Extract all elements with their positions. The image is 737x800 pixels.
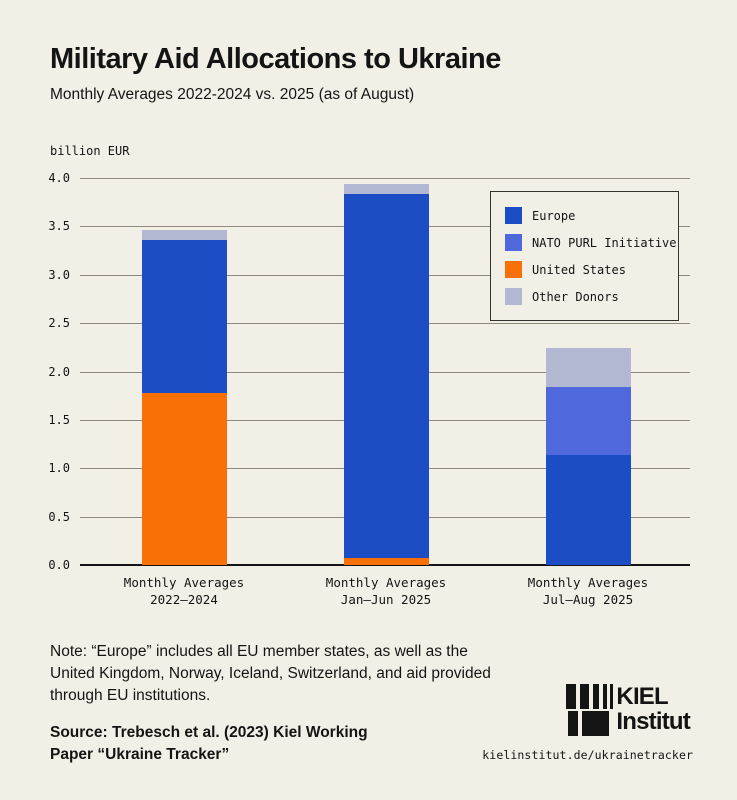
y-axis-tick: 3.5 (48, 219, 70, 234)
note-text: Note: “Europe” includes all EU member st… (50, 641, 491, 707)
y-axis-tick: 1.5 (48, 412, 70, 427)
legend-swatch (505, 207, 522, 224)
chart-plot-area (80, 178, 690, 566)
bar-segment-europe (545, 454, 631, 565)
bar-segment-other-donors (343, 183, 429, 194)
legend-label: Europe (532, 208, 576, 223)
bar-segment-other-donors (141, 230, 227, 240)
bar-segment-europe (343, 193, 429, 559)
x-axis-label-2: Monthly Averages Jan–Jun 2025 (325, 575, 447, 607)
y-axis-tick: 0.0 (48, 558, 70, 572)
bar-segment-nato-purl-initiative (545, 387, 631, 455)
legend-label: Other Donors (532, 289, 619, 304)
y-axis-tick: 3.0 (48, 267, 70, 282)
gridline (80, 178, 690, 179)
y-axis-tick: 0.5 (48, 509, 70, 524)
bar-segment-united-states (343, 558, 429, 565)
bar-segment-other-donors (545, 348, 631, 387)
legend-item: United States (505, 256, 678, 283)
logo-text-institut: Institut (616, 708, 690, 735)
note-line: United Kingdom, Norway, Iceland, Switzer… (50, 665, 491, 682)
legend: Europe NATO PURL Initiative United States O… (490, 191, 679, 321)
bar-3 (545, 348, 631, 565)
tracker-url[interactable]: kielinstitut.de/ukrainetracker (482, 748, 693, 762)
note-line: Note: “Europe” includes all EU member st… (50, 643, 468, 660)
y-axis: 0.0 0.5 1.0 1.5 2.0 2.5 3.0 3.5 4.0 (0, 171, 70, 572)
page-subtitle: Monthly Averages 2022-2024 vs. 2025 (as … (50, 86, 415, 103)
bar-2 (343, 183, 429, 565)
source-line: Source: Trebesch et al. (2023) Kiel Work… (50, 724, 368, 741)
legend-item: NATO PURL Initiative (505, 229, 678, 256)
bar-segment-united-states (141, 392, 227, 565)
page-title: Military Aid Allocations to Ukraine (50, 43, 501, 75)
legend-item: Other Donors (505, 283, 678, 310)
legend-swatch (505, 234, 522, 251)
source-line: Paper “Ukraine Tracker” (50, 746, 230, 763)
legend-swatch (505, 261, 522, 278)
y-axis-tick: 1.0 (48, 461, 70, 476)
logo-text-kiel: KIEL (616, 683, 668, 710)
kiel-institut-logo: KIEL Institut (566, 684, 691, 736)
kiel-logo-mark-icon (566, 684, 614, 736)
x-axis-label-3: Monthly Averages Jul–Aug 2025 (527, 575, 649, 607)
source-text: Source: Trebesch et al. (2023) Kiel Work… (50, 722, 368, 766)
legend-item: Europe (505, 202, 678, 229)
y-axis-unit-label: billion EUR (50, 144, 130, 158)
legend-label: NATO PURL Initiative (532, 235, 677, 250)
note-line: through EU institutions. (50, 687, 211, 704)
logo-wordmark: KIEL Institut (616, 684, 690, 734)
bar-segment-europe (141, 239, 227, 393)
x-axis-label-1: Monthly Averages 2022–2024 (123, 575, 245, 607)
x-axis-line (80, 564, 690, 566)
y-axis-tick: 2.5 (48, 316, 70, 331)
legend-swatch (505, 288, 522, 305)
y-axis-tick: 4.0 (48, 171, 70, 185)
bar-1 (141, 230, 227, 565)
legend-label: United States (532, 262, 626, 277)
y-axis-tick: 2.0 (48, 364, 70, 379)
